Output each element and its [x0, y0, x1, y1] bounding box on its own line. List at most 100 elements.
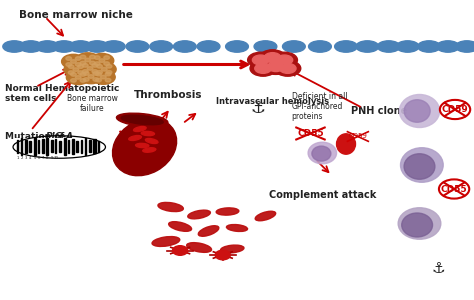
- Ellipse shape: [356, 41, 379, 52]
- Ellipse shape: [83, 78, 89, 81]
- Ellipse shape: [283, 41, 305, 52]
- Ellipse shape: [79, 69, 103, 84]
- Bar: [81, 140, 82, 153]
- Text: 4: 4: [29, 156, 32, 160]
- Text: CD55: CD55: [441, 184, 467, 194]
- Ellipse shape: [128, 133, 161, 161]
- Ellipse shape: [101, 68, 107, 71]
- Ellipse shape: [255, 64, 272, 74]
- Ellipse shape: [19, 41, 42, 52]
- Ellipse shape: [106, 64, 112, 68]
- Ellipse shape: [64, 62, 88, 77]
- Bar: [38, 140, 39, 152]
- Ellipse shape: [75, 57, 81, 60]
- Ellipse shape: [187, 243, 211, 252]
- Ellipse shape: [126, 41, 149, 52]
- Bar: [89, 140, 91, 152]
- Ellipse shape: [112, 118, 177, 176]
- Ellipse shape: [68, 71, 74, 74]
- Text: PNH clone: PNH clone: [351, 106, 407, 116]
- Ellipse shape: [401, 148, 443, 182]
- Ellipse shape: [36, 41, 59, 52]
- Text: 6: 6: [37, 156, 40, 160]
- Text: CD55: CD55: [297, 129, 324, 138]
- Bar: [46, 138, 48, 154]
- Text: PIG-A: PIG-A: [46, 132, 74, 141]
- Ellipse shape: [85, 58, 91, 62]
- Ellipse shape: [308, 142, 337, 164]
- Ellipse shape: [66, 57, 72, 60]
- Ellipse shape: [220, 245, 244, 253]
- Ellipse shape: [255, 211, 276, 221]
- Ellipse shape: [150, 41, 173, 52]
- Ellipse shape: [104, 62, 109, 65]
- Text: ⚓: ⚓: [432, 261, 445, 276]
- Ellipse shape: [105, 72, 111, 76]
- Ellipse shape: [93, 78, 99, 81]
- Ellipse shape: [87, 67, 93, 70]
- Ellipse shape: [71, 73, 76, 76]
- Bar: [14, 138, 107, 158]
- Ellipse shape: [418, 41, 440, 52]
- Ellipse shape: [80, 73, 86, 76]
- Ellipse shape: [94, 62, 100, 65]
- Ellipse shape: [94, 56, 100, 59]
- Bar: [34, 138, 36, 154]
- Ellipse shape: [456, 41, 474, 52]
- Ellipse shape: [90, 55, 95, 59]
- Ellipse shape: [78, 71, 83, 74]
- Bar: [68, 140, 69, 152]
- Text: Normal Hematopoietic
stem cells: Normal Hematopoietic stem cells: [5, 84, 119, 104]
- Ellipse shape: [377, 41, 400, 52]
- Ellipse shape: [404, 100, 430, 122]
- Ellipse shape: [80, 61, 86, 65]
- Ellipse shape: [226, 41, 248, 52]
- Ellipse shape: [271, 52, 298, 68]
- Text: Bone marrow niche: Bone marrow niche: [19, 11, 133, 20]
- Ellipse shape: [90, 61, 95, 65]
- Bar: [21, 138, 22, 154]
- Text: 7: 7: [42, 156, 45, 160]
- Bar: [64, 138, 66, 154]
- Text: ⚓: ⚓: [251, 99, 266, 117]
- Bar: [42, 139, 44, 154]
- Bar: [17, 140, 18, 153]
- Ellipse shape: [53, 41, 75, 52]
- Ellipse shape: [96, 78, 101, 82]
- Ellipse shape: [215, 250, 230, 260]
- Text: 2: 2: [20, 156, 23, 160]
- Text: 3: 3: [25, 156, 27, 160]
- Ellipse shape: [68, 65, 74, 68]
- Ellipse shape: [121, 115, 163, 125]
- Ellipse shape: [71, 79, 76, 82]
- Ellipse shape: [69, 41, 92, 52]
- Text: 1: 1: [16, 156, 19, 160]
- Bar: [76, 140, 78, 152]
- Ellipse shape: [99, 59, 105, 62]
- Ellipse shape: [188, 210, 210, 219]
- Ellipse shape: [312, 146, 331, 161]
- Text: Bone marrow
failure: Bone marrow failure: [67, 94, 118, 113]
- Ellipse shape: [106, 70, 112, 74]
- Text: Deficient in all
GPI-anchored
proteins: Deficient in all GPI-anchored proteins: [292, 92, 347, 122]
- Ellipse shape: [82, 64, 88, 67]
- Text: Intravascular hemolysis: Intravascular hemolysis: [216, 97, 329, 106]
- Ellipse shape: [173, 41, 196, 52]
- Bar: [85, 138, 86, 154]
- Text: CD59: CD59: [442, 105, 468, 114]
- Text: 9: 9: [50, 156, 53, 160]
- Ellipse shape: [97, 70, 102, 74]
- Text: 8: 8: [46, 156, 49, 160]
- Ellipse shape: [92, 62, 116, 76]
- Ellipse shape: [133, 127, 146, 131]
- Ellipse shape: [396, 41, 419, 52]
- Text: Mutation of: Mutation of: [5, 132, 67, 141]
- Ellipse shape: [259, 50, 285, 65]
- Ellipse shape: [129, 135, 141, 141]
- Ellipse shape: [136, 143, 148, 148]
- Ellipse shape: [404, 154, 435, 179]
- Bar: [51, 140, 53, 152]
- Ellipse shape: [66, 70, 90, 85]
- Ellipse shape: [267, 62, 284, 71]
- Ellipse shape: [117, 113, 168, 127]
